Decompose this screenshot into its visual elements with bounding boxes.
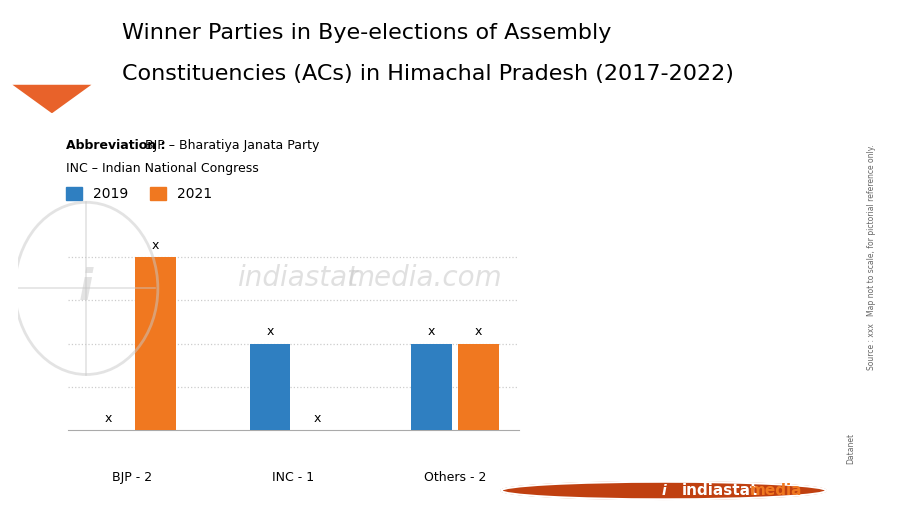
Bar xyxy=(250,344,290,430)
Legend: 2019, 2021: 2019, 2021 xyxy=(66,187,212,201)
Text: i: i xyxy=(48,25,56,45)
Text: INC - 1: INC - 1 xyxy=(272,471,314,484)
Text: Abbreviation :: Abbreviation : xyxy=(66,139,170,152)
Text: x: x xyxy=(152,239,159,252)
Text: Source : xxx   Map not to scale, for pictorial reference only.: Source : xxx Map not to scale, for picto… xyxy=(866,145,875,370)
Text: x: x xyxy=(428,325,435,338)
Polygon shape xyxy=(13,85,91,113)
Text: Others - 2: Others - 2 xyxy=(423,471,485,484)
Text: BJP – Bharatiya Janata Party: BJP – Bharatiya Janata Party xyxy=(145,139,319,152)
Text: x: x xyxy=(313,412,320,425)
Text: i: i xyxy=(660,484,666,497)
Text: Constituencies (ACs) in Himachal Pradesh (2017-2022): Constituencies (ACs) in Himachal Pradesh… xyxy=(122,64,733,84)
Bar xyxy=(411,344,451,430)
Bar xyxy=(458,344,498,430)
Text: indiastat: indiastat xyxy=(237,264,358,292)
Circle shape xyxy=(501,482,825,500)
Text: media.com: media.com xyxy=(346,264,502,292)
Text: indiastat: indiastat xyxy=(681,483,758,498)
Text: media: media xyxy=(749,483,801,498)
Text: BJP - 2: BJP - 2 xyxy=(112,471,152,484)
Text: Datanet: Datanet xyxy=(845,433,854,464)
Text: INC – Indian National Congress: INC – Indian National Congress xyxy=(66,162,258,175)
Text: Winner Parties in Bye-elections of Assembly: Winner Parties in Bye-elections of Assem… xyxy=(122,23,611,43)
Text: x: x xyxy=(474,325,482,338)
Text: x: x xyxy=(266,325,273,338)
Text: i: i xyxy=(79,267,93,310)
Bar xyxy=(135,257,175,430)
Text: x: x xyxy=(105,412,112,425)
